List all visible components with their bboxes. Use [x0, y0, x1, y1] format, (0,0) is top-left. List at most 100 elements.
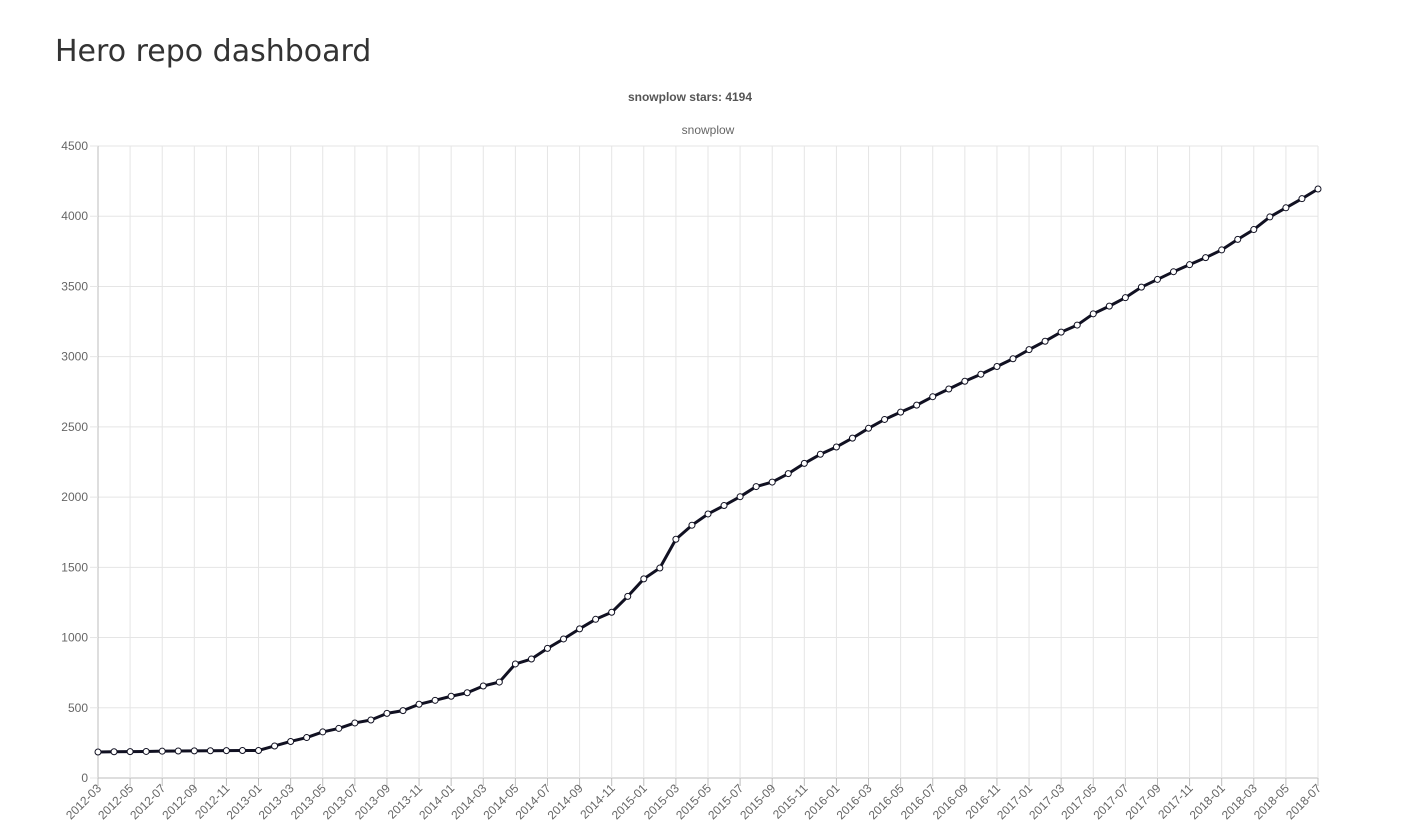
chart-title: snowplow stars: 4194 — [628, 90, 752, 104]
data-point[interactable] — [495, 678, 503, 686]
data-point[interactable] — [704, 510, 712, 518]
data-point[interactable] — [672, 535, 680, 543]
data-point[interactable] — [1234, 235, 1242, 243]
data-point[interactable] — [961, 377, 969, 385]
data-point[interactable] — [993, 363, 1001, 370]
legend-item-snowplow[interactable]: snowplow — [682, 123, 735, 137]
data-point[interactable] — [142, 747, 150, 755]
data-point[interactable] — [865, 424, 873, 432]
data-point[interactable] — [271, 742, 279, 750]
data-point[interactable] — [255, 746, 263, 754]
data-point[interactable] — [94, 748, 102, 756]
data-point[interactable] — [303, 734, 311, 742]
data-point[interactable] — [576, 625, 584, 633]
y-tick-label: 4000 — [61, 209, 88, 223]
data-point[interactable] — [560, 635, 568, 643]
data-point[interactable] — [479, 682, 487, 690]
data-point[interactable] — [640, 575, 648, 583]
data-point[interactable] — [688, 521, 696, 529]
y-tick-label: 0 — [81, 771, 88, 785]
data-point[interactable] — [1314, 185, 1322, 193]
data-point[interactable] — [287, 737, 295, 745]
data-point[interactable] — [1057, 328, 1065, 336]
data-point[interactable] — [881, 415, 889, 423]
data-point[interactable] — [1218, 246, 1226, 254]
data-point[interactable] — [543, 644, 551, 652]
data-point[interactable] — [383, 709, 391, 717]
data-point[interactable] — [206, 747, 214, 755]
x-tick-label: 2015-09 — [737, 781, 778, 822]
data-point[interactable] — [832, 443, 840, 451]
data-point[interactable] — [1282, 204, 1290, 212]
data-point[interactable] — [319, 728, 327, 736]
data-point[interactable] — [174, 747, 182, 755]
data-point[interactable] — [1170, 268, 1178, 276]
data-point[interactable] — [624, 592, 632, 600]
data-point[interactable] — [335, 724, 343, 732]
data-point[interactable] — [736, 493, 744, 501]
data-point[interactable] — [1025, 346, 1033, 354]
data-point[interactable] — [1298, 195, 1306, 203]
y-tick-label: 2500 — [61, 420, 88, 434]
data-point[interactable] — [1073, 321, 1081, 329]
data-point[interactable] — [608, 608, 616, 616]
data-point[interactable] — [768, 478, 776, 486]
y-axis: 0 500 1000 1500 2000 2500 3000 3500 4000 4500 — [61, 139, 98, 785]
x-axis: 2012-032012-052012-072012-092012-112013-… — [63, 778, 1324, 822]
data-point[interactable] — [1121, 294, 1129, 302]
data-point[interactable] — [945, 385, 953, 393]
x-tick-label: 2018-07 — [1283, 781, 1324, 822]
grid-lines — [97, 145, 1319, 779]
data-point[interactable] — [158, 747, 166, 755]
chart-legend[interactable]: snowplow — [682, 123, 735, 137]
y-tick-label: 2000 — [61, 490, 88, 504]
data-point[interactable] — [1089, 310, 1097, 318]
data-point[interactable] — [399, 707, 407, 715]
y-tick-label: 1000 — [61, 631, 88, 645]
data-point[interactable] — [913, 401, 921, 409]
x-tick-label: 2016-09 — [930, 781, 971, 822]
data-point[interactable] — [126, 748, 134, 756]
data-point[interactable] — [1009, 355, 1017, 363]
data-point[interactable] — [222, 747, 230, 755]
data-point[interactable] — [656, 564, 664, 572]
data-point[interactable] — [816, 450, 824, 458]
data-point[interactable] — [447, 692, 455, 700]
data-point[interactable] — [1105, 302, 1113, 310]
data-point[interactable] — [367, 716, 375, 724]
data-point[interactable] — [800, 459, 808, 467]
y-tick-label: 4500 — [61, 139, 88, 153]
data-point[interactable] — [1186, 261, 1194, 269]
data-point[interactable] — [527, 655, 535, 663]
data-point[interactable] — [1137, 283, 1145, 291]
data-point[interactable] — [977, 370, 985, 378]
data-point[interactable] — [351, 719, 359, 727]
data-point[interactable] — [592, 615, 600, 623]
data-point[interactable] — [784, 470, 792, 478]
data-point[interactable] — [1266, 213, 1274, 221]
data-point[interactable] — [190, 747, 198, 755]
data-point[interactable] — [848, 434, 856, 442]
data-point[interactable] — [463, 689, 471, 697]
data-point[interactable] — [1202, 254, 1210, 262]
x-tick-label: 2017-09 — [1123, 781, 1164, 822]
data-point[interactable] — [1153, 275, 1161, 283]
data-point[interactable] — [110, 748, 118, 756]
data-point[interactable] — [752, 483, 760, 491]
y-tick-label: 1500 — [61, 560, 88, 574]
data-point[interactable] — [720, 502, 728, 510]
data-point[interactable] — [431, 696, 439, 704]
x-tick-label: 2013-09 — [352, 781, 393, 822]
y-tick-label: 3000 — [61, 350, 88, 364]
page-title: Hero repo dashboard — [55, 34, 372, 69]
data-point[interactable] — [1041, 337, 1049, 345]
data-point[interactable] — [929, 393, 937, 401]
data-point[interactable] — [415, 700, 423, 708]
data-point[interactable] — [1250, 226, 1258, 234]
x-tick-label: 2012-09 — [159, 781, 200, 822]
data-point[interactable] — [897, 408, 905, 416]
series-snowplow — [94, 185, 1322, 756]
data-point[interactable] — [238, 746, 246, 754]
data-point[interactable] — [511, 660, 519, 668]
